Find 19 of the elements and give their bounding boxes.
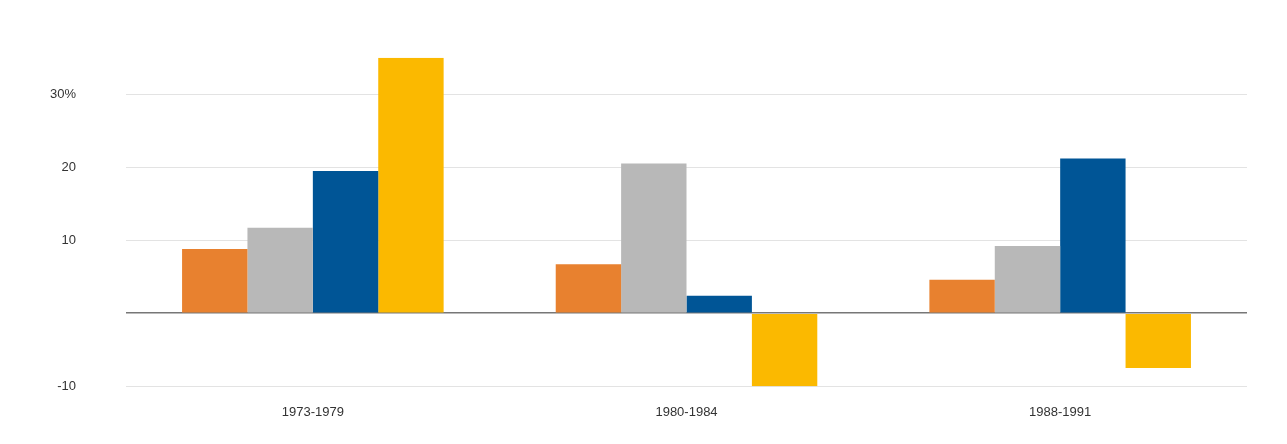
bar — [686, 295, 752, 313]
y-tick-label: 10 — [61, 231, 77, 247]
bar — [751, 313, 818, 387]
y-tick-label: 30% — [49, 85, 77, 101]
bar — [312, 170, 379, 313]
bar — [929, 279, 995, 313]
bar — [1125, 313, 1191, 368]
bar — [378, 57, 444, 313]
bar — [994, 246, 1061, 313]
bar — [555, 264, 622, 313]
x-tick-label: 1980-1984 — [655, 403, 718, 419]
x-tick-label: 1973-1979 — [281, 403, 344, 419]
y-tick-label: -10 — [57, 377, 77, 393]
bar — [1060, 158, 1126, 313]
bar — [621, 163, 687, 313]
bar — [182, 249, 248, 313]
bar — [247, 227, 313, 313]
x-tick-label: 1988-1991 — [1029, 403, 1092, 419]
y-tick-label: 20 — [61, 158, 77, 174]
